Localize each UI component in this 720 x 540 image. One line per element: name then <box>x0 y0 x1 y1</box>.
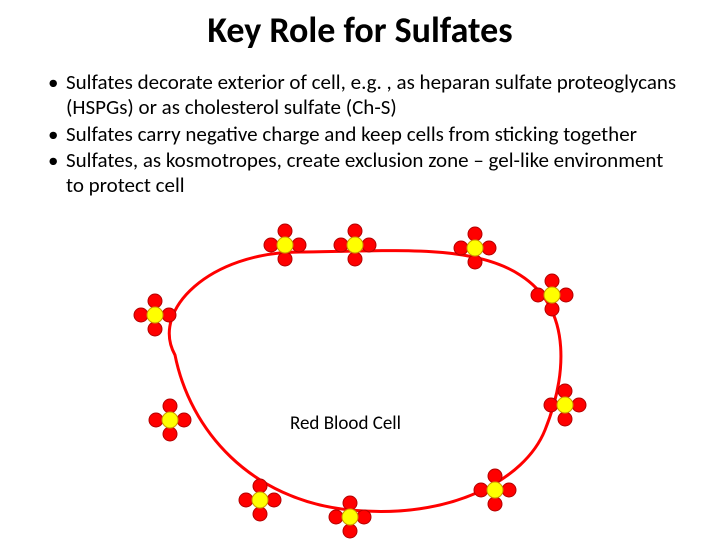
page-title: Key Role for Sulfates <box>0 0 720 52</box>
bullet-item: Sulfates carry negative charge and keep … <box>38 122 682 147</box>
diagram-caption: Red Blood Cell <box>290 412 401 435</box>
sulfate-icon <box>474 469 516 511</box>
cell-outline <box>169 251 561 512</box>
sulfate-icon <box>531 274 573 316</box>
bullet-item: Sulfates, as kosmotropes, create exclusi… <box>38 148 682 198</box>
sulfate-icon <box>329 496 371 538</box>
bullet-list: Sulfates decorate exterior of cell, e.g.… <box>0 52 720 210</box>
sulfate-icon <box>264 224 306 266</box>
sulfate-icon <box>454 227 496 269</box>
sulfate-icon <box>134 294 176 336</box>
sulfate-icon <box>239 479 281 521</box>
sulfate-icon <box>334 224 376 266</box>
sulfate-icon <box>149 399 191 441</box>
bullet-item: Sulfates decorate exterior of cell, e.g.… <box>38 70 682 120</box>
sulfate-icon <box>544 384 586 426</box>
